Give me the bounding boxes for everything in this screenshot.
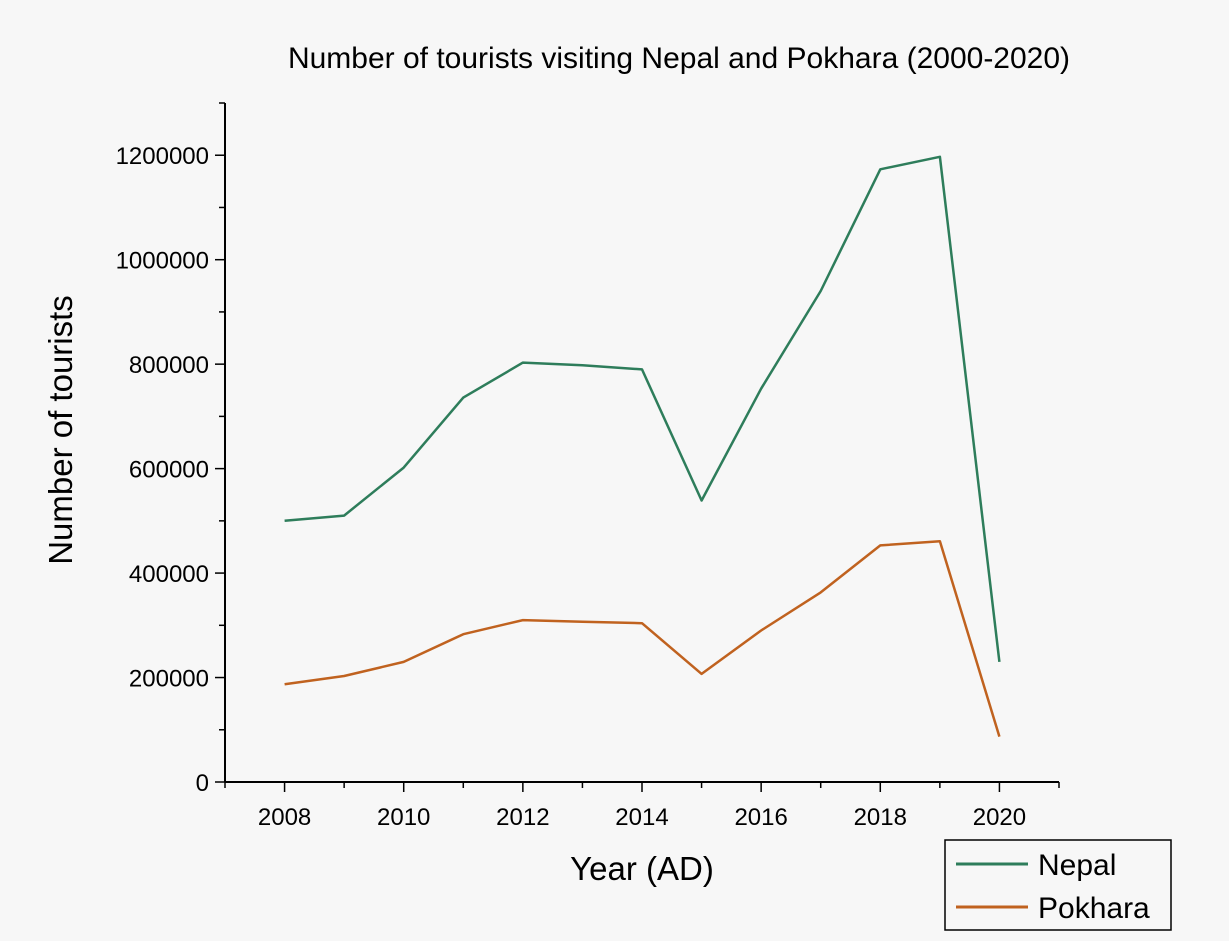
series-lines [284,155,1001,737]
x-axis-label: Year (AD) [570,850,714,887]
x-tick-label: 2010 [377,804,430,831]
x-tick-label: 2014 [615,804,668,831]
y-tick-label: 600000 [129,457,209,484]
axes [224,103,1059,783]
x-tick-label: 2018 [854,804,907,831]
y-axis-label: Number of tourists [42,295,79,565]
legend-box [944,839,1172,931]
y-tick-label: 400000 [129,561,209,588]
legend: Nepal Pokhara [944,839,1172,931]
y-tick-label: 0 [196,770,209,797]
x-tick-label: 2008 [258,804,311,831]
y-tick-label: 200000 [129,666,209,693]
chart-title: Number of tourists visiting Nepal and Po… [288,42,1070,75]
legend-label-nepal: Nepal [1038,849,1116,882]
series-line-nepal [284,155,1001,663]
y-ticks: 0 200000 400000 600000 800000 1000000 1200000 [116,102,225,797]
legend-label-pokhara: Pokhara [1038,892,1150,925]
y-tick-label: 800000 [129,352,209,379]
x-tick-label: 2016 [734,804,787,831]
x-ticks: 2008 2010 2012 2014 2016 2018 2020 [224,782,1060,831]
x-tick-label: 2012 [496,804,549,831]
x-tick-label: 2020 [973,804,1026,831]
y-tick-label: 1000000 [116,248,209,275]
series-line-pokhara [284,539,1001,737]
y-tick-label: 1200000 [116,143,209,170]
